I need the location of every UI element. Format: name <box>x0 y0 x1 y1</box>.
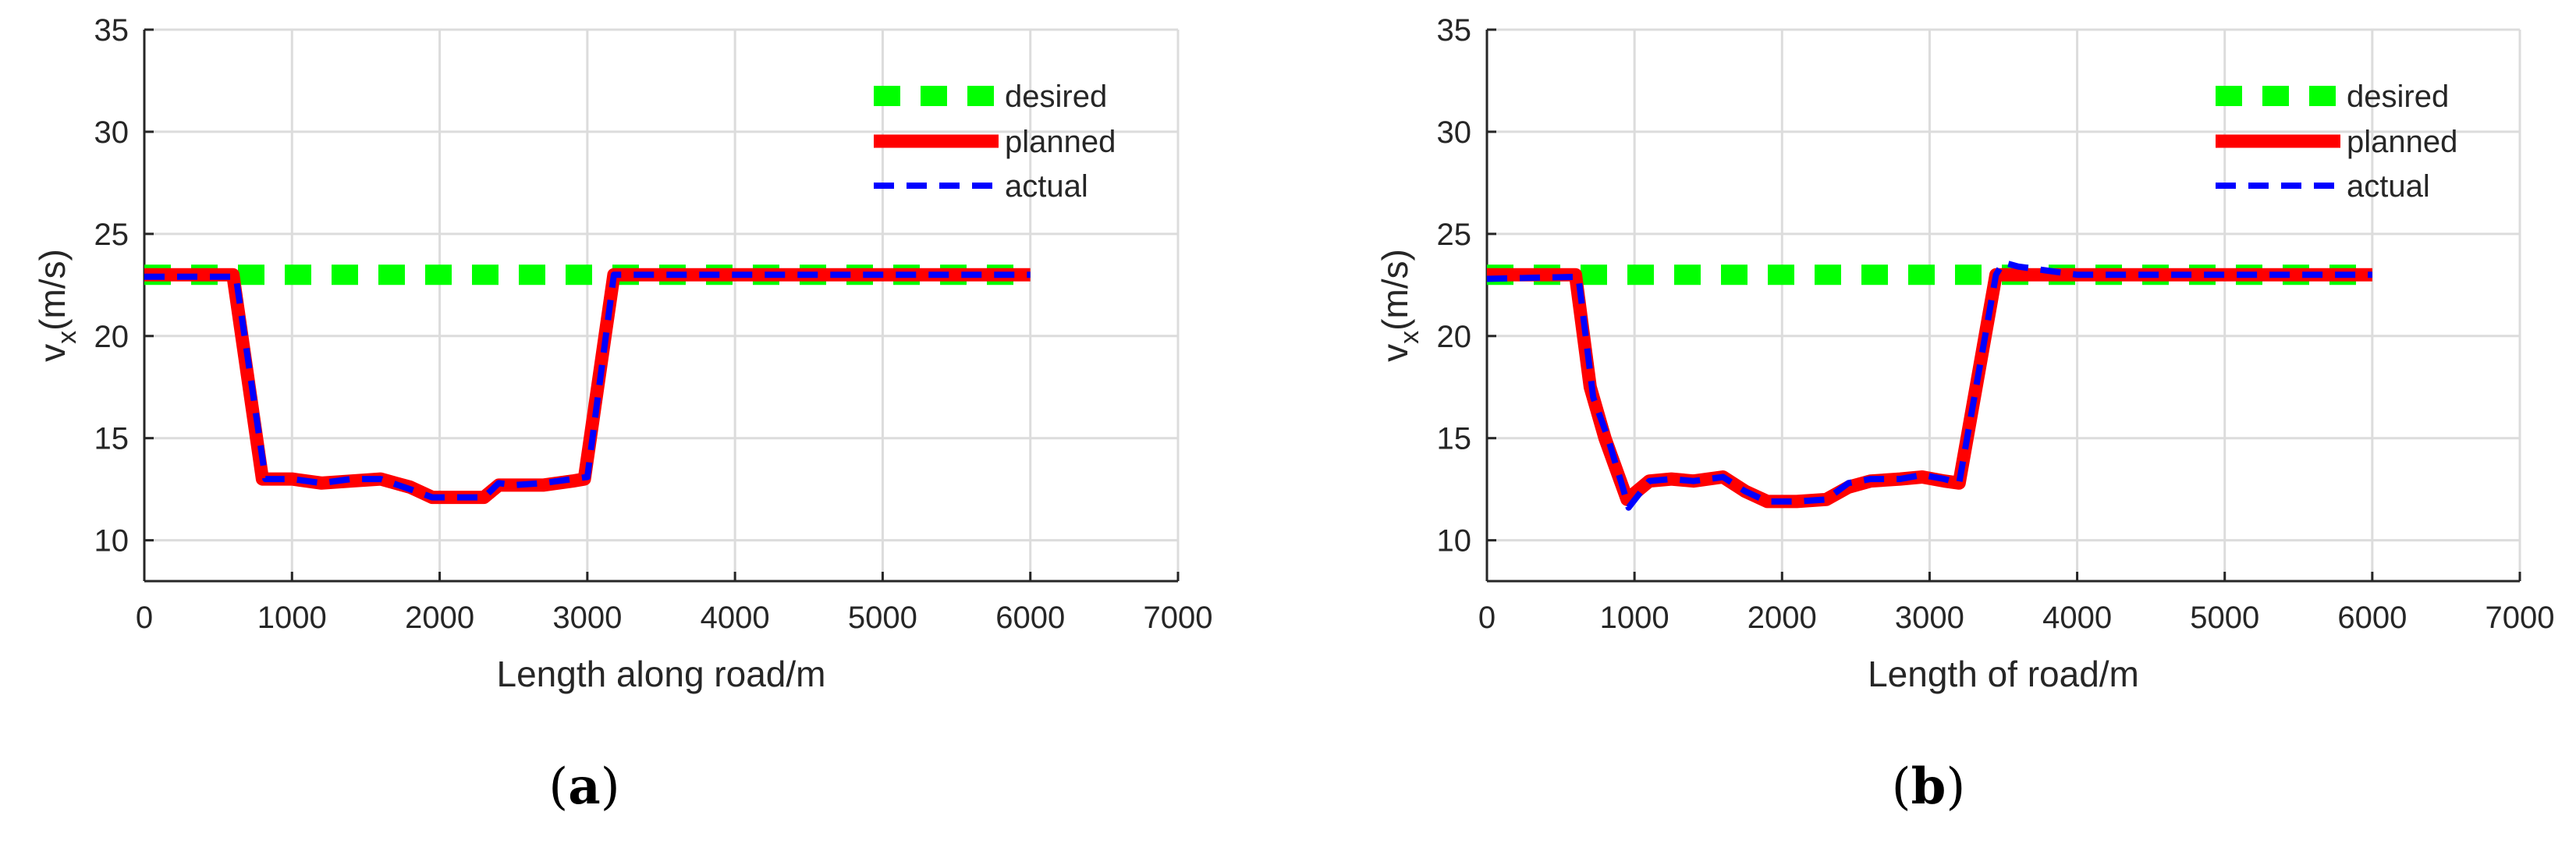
panel-label-letter: a <box>568 757 600 816</box>
legend-label-planned: planned <box>1005 125 1116 159</box>
y-tick-label: 10 <box>94 524 130 559</box>
x-axis-label: Length of road/m <box>1868 654 2139 694</box>
chart-panel-a: 0 1000 2000 3000 4000 5000 6000 7000 10 15 20 25 30 3… <box>32 13 1212 816</box>
y-tick-label: 35 <box>1437 13 1472 48</box>
panel-label: (a) <box>548 757 619 816</box>
chart-panel-b: 0 1000 2000 3000 4000 5000 6000 7000 10 15 20 25 30 3… <box>1375 13 2554 816</box>
x-tick-label: 7000 <box>1144 601 1213 635</box>
y-tick-label: 25 <box>94 218 130 252</box>
y-axis-label: vx(m/s) <box>32 249 82 362</box>
x-tick-label: 0 <box>1478 601 1496 635</box>
y-tick-label: 35 <box>94 13 130 48</box>
y-tick-label: 10 <box>1437 524 1472 559</box>
legend-label-actual: actual <box>1005 169 1088 204</box>
x-tick-label: 2000 <box>1747 601 1817 635</box>
x-tick-label: 3000 <box>1895 601 1964 635</box>
y-tick-label: 15 <box>1437 422 1472 456</box>
x-tick-label: 6000 <box>995 601 1065 635</box>
x-tick-label: 7000 <box>2486 601 2555 635</box>
y-tick-label: 25 <box>1437 218 1472 252</box>
x-tick-label: 2000 <box>405 601 474 635</box>
panel-label-letter: b <box>1911 757 1946 816</box>
x-tick-label: 3000 <box>552 601 622 635</box>
panel-label-open-paren: ( <box>1892 758 1911 816</box>
x-tick-label: 4000 <box>701 601 770 635</box>
y-axis-label: vx(m/s) <box>1375 249 1425 362</box>
legend-label-planned: planned <box>2347 125 2457 159</box>
x-tick-label: 1000 <box>257 601 327 635</box>
y-axis-label-sub: x <box>1395 331 1425 344</box>
x-tick-label: 5000 <box>848 601 917 635</box>
legend-label-desired: desired <box>2347 80 2449 114</box>
legend-label-desired: desired <box>1005 80 1107 114</box>
series-line-actual <box>1486 259 2372 511</box>
y-tick-label: 15 <box>94 422 130 456</box>
series-line-actual <box>144 271 1031 501</box>
y-axis-label-sub: x <box>52 331 82 344</box>
x-tick-label: 0 <box>136 601 153 635</box>
y-axis-label-main: v <box>32 344 73 362</box>
y-tick-label: 20 <box>1437 320 1472 354</box>
y-axis-label-unit: (m/s) <box>1375 249 1415 331</box>
x-tick-label: 4000 <box>2042 601 2112 635</box>
x-tick-label: 5000 <box>2190 601 2259 635</box>
y-tick-label: 30 <box>1437 115 1472 150</box>
panel-label-close-paren: ) <box>601 758 620 816</box>
x-tick-label: 1000 <box>1600 601 1669 635</box>
y-axis-label-main: v <box>1375 344 1415 362</box>
panel-label: (b) <box>1892 757 1966 816</box>
x-axis-label: Length along road/m <box>497 654 826 694</box>
y-tick-label: 30 <box>94 115 130 150</box>
y-axis-label-unit: (m/s) <box>32 249 73 331</box>
x-tick-label: 6000 <box>2337 601 2407 635</box>
y-tick-label: 20 <box>94 320 130 354</box>
panel-label-open-paren: ( <box>548 758 568 816</box>
legend-label-actual: actual <box>2347 169 2430 204</box>
panel-label-close-paren: ) <box>1946 758 1965 816</box>
